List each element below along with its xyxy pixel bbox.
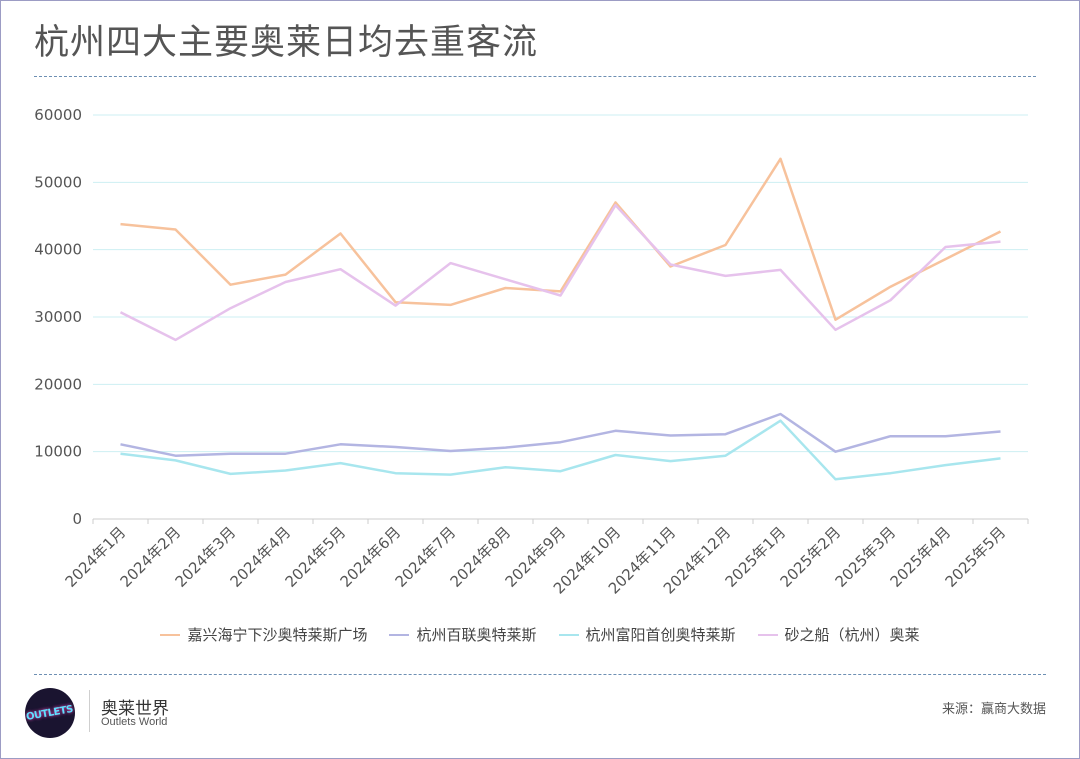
series-line-3 [120, 419, 1001, 481]
legend-item-4[interactable]: 砂之船（杭州）奥莱 [757, 624, 920, 645]
y-tick-label: 0 [72, 510, 82, 528]
y-tick-label: 60000 [34, 106, 82, 124]
logo-text: OUTLETS [25, 703, 75, 723]
y-tick-label: 10000 [34, 443, 82, 461]
legend-label: 砂之船（杭州）奥莱 [784, 626, 920, 644]
legend-swatch [389, 633, 410, 636]
brand-name-cn: 奥莱世界 [101, 699, 169, 719]
data-source: 来源：赢商大数据 [941, 702, 1046, 717]
bottom-divider [34, 674, 1046, 675]
legend-item-1[interactable]: 嘉兴海宁下沙奥特莱斯广场 [160, 624, 367, 645]
series-line-2 [120, 412, 1001, 457]
brand-name-en: Outlets World [101, 716, 168, 728]
brand-logo: OUTLETS [25, 688, 75, 738]
line-chart: 01000020000300004000050000600002024年1月20… [34, 106, 1029, 598]
brand-separator [89, 690, 90, 732]
series-line-4 [119, 203, 1001, 342]
legend-swatch [558, 633, 579, 636]
legend-item-3[interactable]: 杭州富阳首创奥特莱斯 [558, 624, 736, 645]
legend-label: 杭州百联奥特莱斯 [416, 626, 537, 644]
series-line-1 [120, 157, 1002, 321]
y-tick-label: 30000 [34, 308, 82, 326]
legend-swatch [757, 633, 778, 636]
y-tick-label: 40000 [34, 241, 82, 259]
y-tick-label: 20000 [34, 375, 82, 393]
top-divider [34, 76, 1036, 77]
chart-legend: 嘉兴海宁下沙奥特莱斯广场 杭州百联奥特莱斯 杭州富阳首创奥特莱斯 砂之船（杭州）奥莱 [0, 624, 1080, 645]
y-tick-label: 50000 [34, 173, 82, 191]
chart-title: 杭州四大主要奥莱日均去重客流 [34, 23, 539, 63]
x-tick-label: 2025年5月 [942, 523, 1010, 591]
legend-swatch [160, 633, 181, 636]
legend-label: 杭州富阳首创奥特莱斯 [585, 626, 736, 644]
legend-item-2[interactable]: 杭州百联奥特莱斯 [389, 624, 537, 645]
legend-label: 嘉兴海宁下沙奥特莱斯广场 [187, 626, 368, 644]
